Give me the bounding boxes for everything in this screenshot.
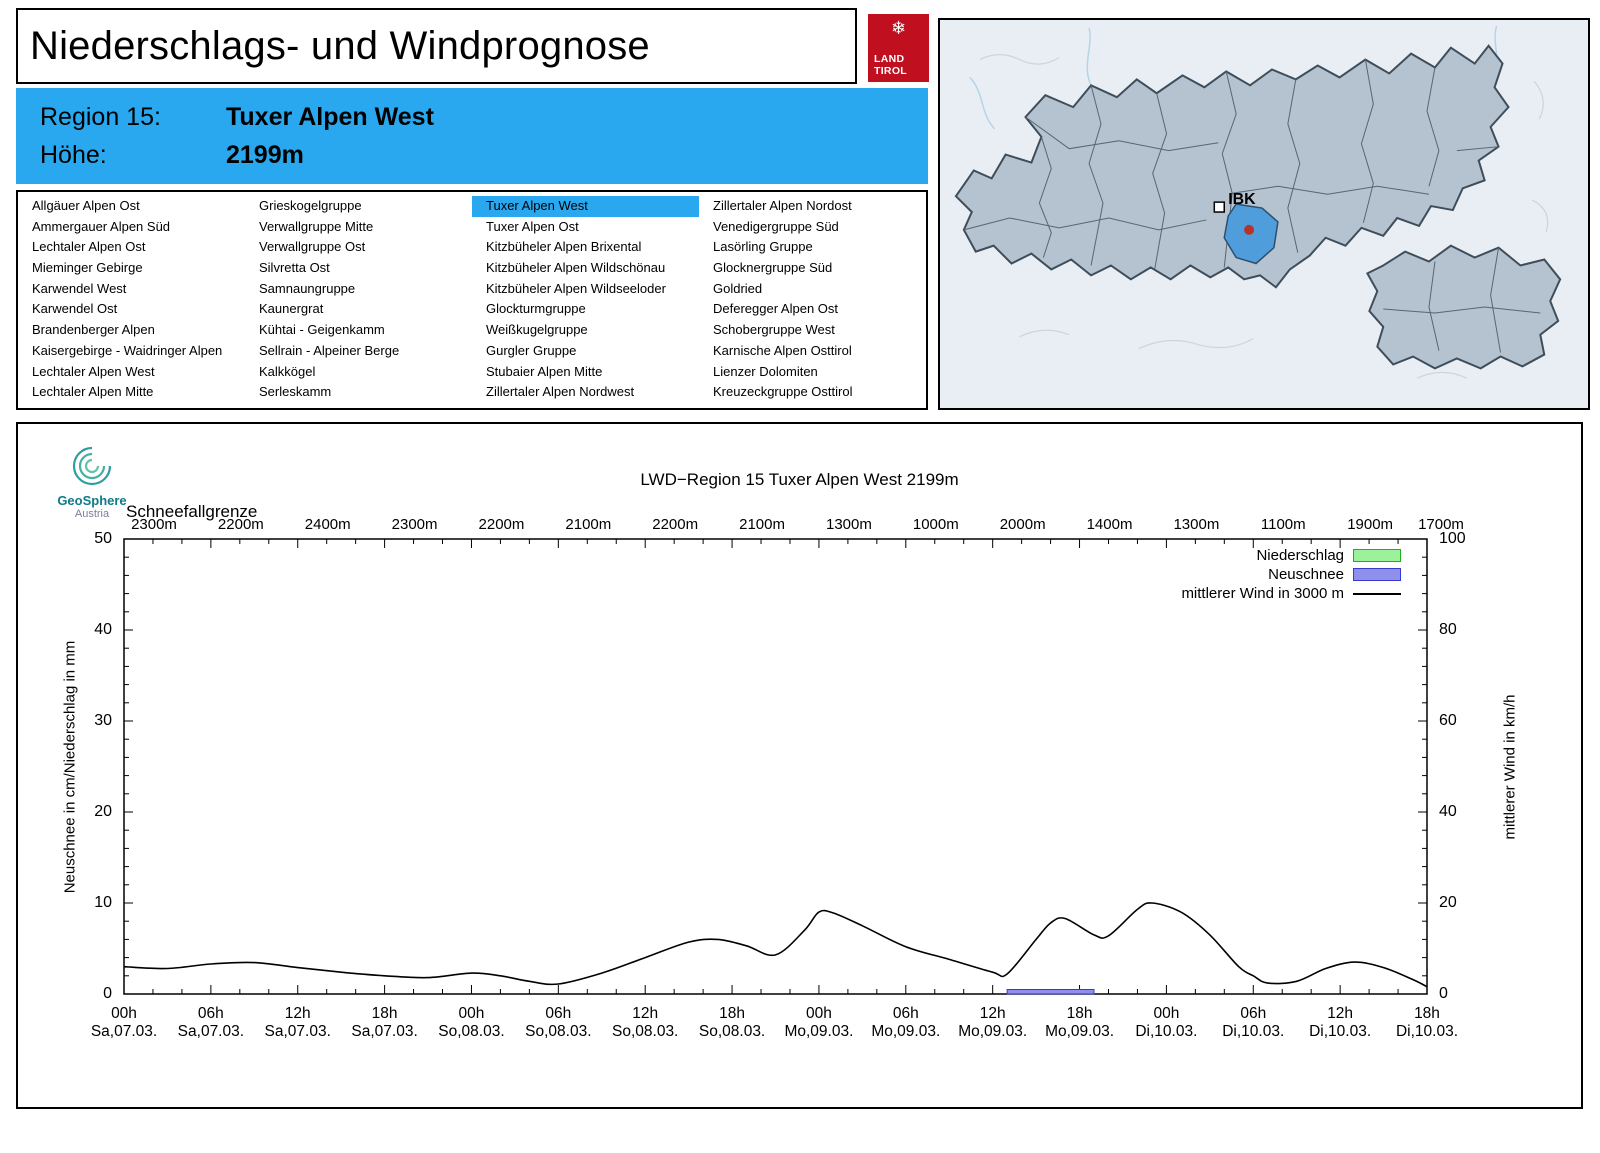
- altitude-label: Höhe:: [40, 140, 107, 169]
- legend-label: Niederschlag: [1256, 547, 1344, 564]
- region-list-item[interactable]: Brandenberger Alpen: [32, 322, 155, 338]
- chart-legend: Niederschlag Neuschnee mittlerer Wind in 3…: [1181, 546, 1401, 603]
- ibk-marker: IBK: [1213, 191, 1256, 235]
- region-column: Grieskogelgruppe Verwallgruppe Mitte Verwa…: [245, 196, 472, 404]
- terrain-decoration: [979, 54, 1549, 379]
- region-list-item[interactable]: Venedigergruppe Süd: [713, 218, 839, 234]
- legend-label: mittlerer Wind in 3000 m: [1181, 585, 1344, 602]
- region-list-item[interactable]: Kaisergebirge - Waidringer Alpen: [32, 342, 223, 358]
- chart-title: LWD−Region 15 Tuxer Alpen West 2199m: [640, 470, 959, 489]
- region-list-item[interactable]: Samnaungruppe: [259, 280, 356, 296]
- land-tirol-logo-line2: TIROL: [874, 64, 907, 77]
- region-borders: [963, 59, 1541, 353]
- bar-neuschnee: [1006, 989, 1095, 995]
- region-list-item[interactable]: Tuxer Alpen Ost: [486, 218, 579, 234]
- region-list-item[interactable]: Lechtaler Alpen West: [32, 363, 155, 379]
- legend-item: mittlerer Wind in 3000 m: [1181, 584, 1401, 603]
- region-list-item[interactable]: Lasörling Gruppe: [713, 239, 813, 255]
- legend-line-icon: [1353, 592, 1401, 595]
- region-value: Tuxer Alpen West: [226, 102, 434, 131]
- map-marker-label: IBK: [1228, 191, 1256, 208]
- page-title-box: Niederschlags- und Windprognose: [16, 8, 857, 84]
- region-row: Region 15: Tuxer Alpen West: [16, 98, 928, 136]
- region-list-item[interactable]: Deferegger Alpen Ost: [713, 301, 839, 317]
- region-list-item[interactable]: Lechtaler Alpen Mitte: [32, 384, 154, 400]
- region-list-item[interactable]: Goldried: [713, 280, 763, 296]
- region-list-item[interactable]: Kitzbüheler Alpen Brixental: [486, 239, 642, 255]
- region-list-item[interactable]: Ammergauer Alpen Süd: [32, 218, 171, 234]
- snowline-label: Schneefallgrenze: [126, 502, 258, 521]
- plot-border: [123, 538, 1428, 995]
- region-list-item[interactable]: Karnische Alpen Osttirol: [713, 342, 852, 358]
- region-list-item[interactable]: Serleskamm: [259, 384, 332, 400]
- region-list-item[interactable]: Sellrain - Alpeiner Berge: [259, 342, 400, 358]
- region-list-item[interactable]: Kalkkögel: [259, 363, 316, 379]
- series-line-wind: [123, 902, 1428, 988]
- geosphere-logo: GeoSphere Austria: [52, 444, 132, 520]
- land-tirol-logo: ❄ LAND TIROL: [868, 14, 929, 82]
- region-column: Allgäuer Alpen Ost Ammergauer Alpen Süd Le…: [18, 196, 245, 404]
- region-list-item[interactable]: Lienzer Dolomiten: [713, 363, 818, 379]
- altitude-value: 2199m: [226, 140, 304, 169]
- region-list-item[interactable]: Weißkugelgruppe: [486, 322, 588, 338]
- geosphere-icon: [72, 446, 112, 486]
- region-label: Region 15:: [40, 102, 161, 131]
- land-tirol-logo-line1: LAND: [874, 52, 905, 65]
- region-list-item[interactable]: Zillertaler Alpen Nordost: [713, 198, 852, 213]
- tirol-map-svg[interactable]: IBK: [940, 20, 1588, 408]
- geosphere-logo-subtext: Austria: [74, 508, 110, 520]
- region-list-item[interactable]: Verwallgruppe Ost: [259, 239, 366, 255]
- region-list-item[interactable]: Glocknergruppe Süd: [713, 260, 833, 276]
- region-list-item[interactable]: Karwendel Ost: [32, 301, 118, 317]
- region-list-item[interactable]: Silvretta Ost: [259, 260, 330, 276]
- legend-label: Neuschnee: [1268, 566, 1344, 583]
- region-list-item[interactable]: Kitzbüheler Alpen Wildschönau: [486, 260, 666, 276]
- legend-swatch-icon: [1353, 549, 1401, 562]
- region-list-item[interactable]: Schobergruppe West: [713, 322, 835, 338]
- region-list-item[interactable]: Glockturmgruppe: [486, 301, 586, 317]
- tirol-map[interactable]: IBK: [938, 18, 1590, 410]
- land-tirol-logo-text: LAND TIROL: [874, 53, 923, 77]
- legend-item: Neuschnee: [1181, 565, 1401, 584]
- region-list-item[interactable]: Kreuzeckgruppe Osttirol: [713, 384, 853, 400]
- region-info-box: Region 15: Tuxer Alpen West Höhe: 2199m: [16, 88, 928, 184]
- region-list-item[interactable]: Mieminger Gebirge: [32, 260, 143, 276]
- region-list-item[interactable]: Zillertaler Alpen Nordwest: [486, 384, 635, 400]
- region-list-item[interactable]: Kitzbüheler Alpen Wildseeloder: [486, 280, 666, 296]
- ibk-square-icon: [1213, 201, 1225, 213]
- region-list-item[interactable]: Verwallgruppe Mitte: [259, 218, 374, 234]
- east-tirol-region[interactable]: [1365, 244, 1562, 370]
- forecast-chart-panel: GeoSphere Austria LWD−Region 15 Tuxer Al…: [16, 422, 1583, 1109]
- region-list-item[interactable]: Stubaier Alpen Mitte: [486, 363, 603, 379]
- region-list-item[interactable]: Allgäuer Alpen Ost: [32, 198, 140, 213]
- tirol-regions[interactable]: [954, 44, 1562, 370]
- region-list-item[interactable]: Karwendel West: [32, 280, 127, 296]
- altitude-row: Höhe: 2199m: [16, 136, 928, 174]
- region-list-item[interactable]: Lechtaler Alpen Ost: [32, 239, 146, 255]
- region-list-item[interactable]: Tuxer Alpen West: [472, 196, 699, 217]
- region-column: Zillertaler Alpen Nordost Venedigergruppe…: [699, 196, 926, 404]
- region-list-item[interactable]: Kühtai - Geigenkamm: [259, 322, 385, 338]
- geosphere-logo-text: GeoSphere: [57, 493, 127, 508]
- snowflake-icon: ❄: [890, 18, 907, 38]
- legend-item: Niederschlag: [1181, 546, 1401, 565]
- legend-swatch-icon: [1353, 568, 1401, 581]
- region-list-item[interactable]: Kaunergrat: [259, 301, 324, 317]
- region-list-item[interactable]: Gurgler Gruppe: [486, 342, 577, 358]
- north-tirol-region[interactable]: [954, 44, 1510, 289]
- region-column: Tuxer Alpen West Tuxer Alpen Ost Kitzbühel…: [472, 196, 699, 404]
- page-title: Niederschlags- und Windprognose: [30, 23, 650, 68]
- station-dot-icon: [1244, 224, 1255, 235]
- region-list-item[interactable]: Grieskogelgruppe: [259, 198, 362, 213]
- chart-plot: [123, 538, 1428, 995]
- axis-ticks: [123, 538, 1428, 995]
- region-list: Allgäuer Alpen Ost Ammergauer Alpen Süd Le…: [16, 190, 928, 410]
